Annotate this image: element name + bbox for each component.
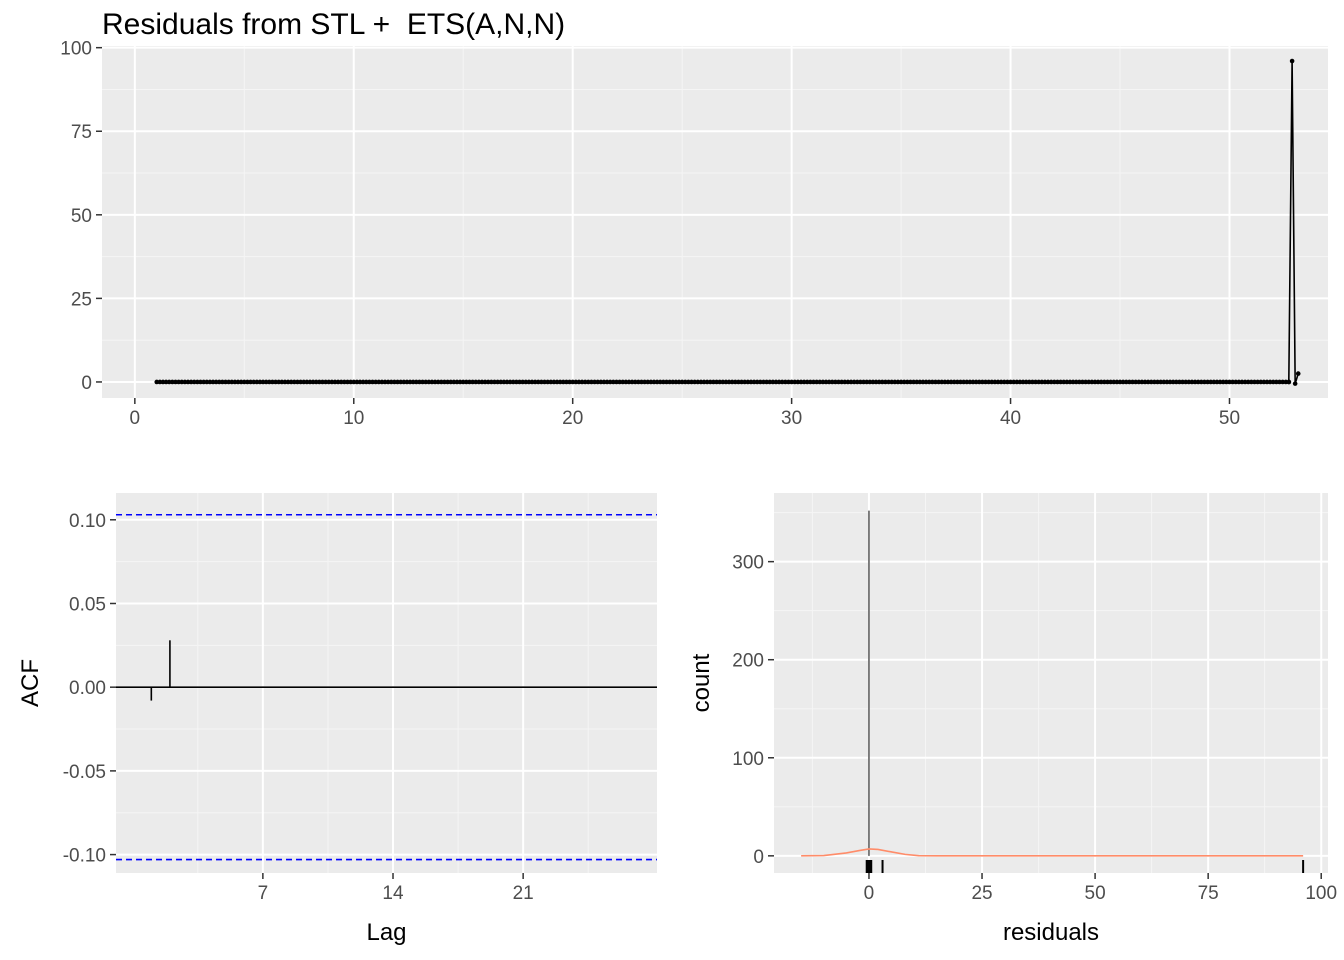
residuals-time-plot: 0 10 20 30 40 50 0 25 50 75 100 <box>60 39 1328 429</box>
x-tick-label: 0 <box>130 408 141 429</box>
x-tick-label: 10 <box>343 408 364 429</box>
x-axis-label: Lag <box>366 919 406 946</box>
y-tick-label: -0.10 <box>63 846 106 867</box>
density-curve <box>801 848 1304 857</box>
y-tick-label: 25 <box>71 289 92 310</box>
y-axis-label: ACF <box>17 659 44 707</box>
x-tick-label: 14 <box>382 883 404 904</box>
y-axis-label: count <box>688 653 715 712</box>
residuals-histogram: 0 25 50 75 100 0 100 200 300 residuals count <box>688 493 1337 946</box>
y-tick-label: 200 <box>732 651 764 672</box>
y-tick-label: 75 <box>71 122 92 143</box>
x-tick-label: 50 <box>1219 408 1240 429</box>
x-tick-label: 20 <box>562 408 583 429</box>
y-tick-label: 0.00 <box>69 678 106 699</box>
y-tick-label: 0 <box>753 847 764 868</box>
panel-background <box>774 493 1328 873</box>
residual-point <box>1286 379 1292 385</box>
residual-point <box>1295 371 1301 376</box>
y-tick-label: 100 <box>60 39 92 60</box>
y-tick-label: -0.05 <box>63 762 106 783</box>
x-tick-label: 21 <box>513 883 534 904</box>
residual-point <box>1289 58 1295 64</box>
x-tick-label: 7 <box>258 883 269 904</box>
x-tick-label: 0 <box>864 883 875 904</box>
y-tick-label: 100 <box>732 749 764 770</box>
panel-background <box>102 46 1328 398</box>
x-tick-label: 100 <box>1305 883 1337 904</box>
x-tick-label: 30 <box>781 408 802 429</box>
y-tick-label: 0.05 <box>69 594 106 615</box>
x-tick-label: 50 <box>1085 883 1106 904</box>
y-tick-label: 50 <box>71 206 92 227</box>
panel-background <box>116 493 657 873</box>
residual-point <box>1292 381 1298 386</box>
y-tick-label: 0 <box>81 373 92 394</box>
x-axis-label: residuals <box>1003 919 1099 946</box>
acf-plot: 7 14 21 -0.10 -0.05 0.00 0.05 0.10 Lag ACF <box>17 493 657 946</box>
x-tick-label: 40 <box>1000 408 1021 429</box>
chart-title: Residuals from STL + ETS(A,N,N) <box>102 8 566 41</box>
y-tick-label: 300 <box>732 553 764 574</box>
y-tick-label: 0.10 <box>69 511 106 532</box>
x-tick-label: 75 <box>1198 883 1219 904</box>
x-tick-label: 25 <box>971 883 992 904</box>
